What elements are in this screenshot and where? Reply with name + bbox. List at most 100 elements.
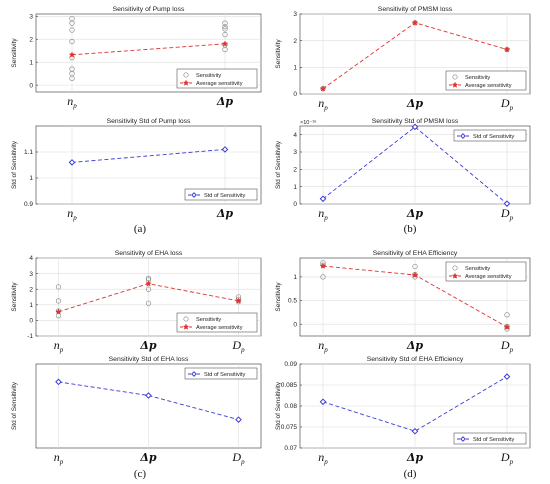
legend-label: Average sensitivity	[465, 274, 512, 280]
x-tick-label: np	[318, 338, 328, 354]
y-tick-label: -1	[27, 333, 33, 340]
legend-swatch	[460, 133, 466, 139]
chart-title: Sensitivity of Pump loss	[113, 6, 185, 13]
legend-label: Average sensitivity	[196, 325, 243, 331]
legend-box	[184, 188, 258, 201]
y-tick-label: 1	[293, 274, 297, 281]
series-marker	[503, 323, 511, 330]
legend-label: Average sensitivity	[465, 83, 512, 89]
x-tick-label: Dp	[500, 338, 514, 354]
data-point	[55, 313, 62, 319]
series-marker	[411, 427, 419, 435]
series-marker	[319, 85, 327, 92]
series-marker	[145, 280, 152, 287]
y-axis-label: Sensitivity	[275, 282, 282, 312]
x-tick-label: np	[318, 206, 328, 222]
y-tick-label: 1	[29, 175, 33, 182]
data-point	[222, 46, 228, 53]
y-axis-label: Std of Sensitivity	[11, 140, 18, 189]
y-tick-label: 2	[29, 286, 33, 293]
data-point	[69, 75, 75, 81]
series-marker	[235, 297, 242, 304]
y-tick-label: 1	[29, 302, 33, 309]
series-marker	[68, 51, 76, 58]
y-tick-label: 4	[293, 132, 297, 139]
y-tick-label: 0.085	[281, 382, 298, 389]
series-marker	[319, 195, 327, 203]
series-marker	[221, 146, 229, 153]
y-tick-label: 0.07	[284, 445, 297, 452]
x-tick-label: np	[67, 206, 77, 222]
y-axis-label: Sensitivity	[275, 39, 282, 69]
series-marker	[145, 392, 152, 399]
data-point	[320, 274, 326, 280]
y-tick-label: 0	[29, 318, 33, 325]
chart-c-top: -1 0 1 2 3 4 Sensitivity of EHA loss Sensitivit…	[11, 250, 262, 354]
legend-label: Sensitivity	[465, 75, 490, 81]
y-axis-label: Std of Sensitivity	[11, 381, 18, 430]
caption-a: (a)	[134, 223, 147, 235]
chart-title: Sensitivity of PMSM loss	[378, 6, 453, 13]
y-tick-label: 0.075	[281, 424, 298, 431]
x-tick-label: np	[67, 94, 77, 110]
legend: Std of Sensitivity	[184, 188, 258, 201]
legend-label: Std of Sensitivity	[204, 193, 246, 199]
chart-title: Sensitivity Std of Pump loss	[107, 118, 191, 125]
y-tick-label: 0.09	[284, 361, 297, 368]
legend-label: Std of Sensitivity	[204, 372, 246, 378]
y-axis-label: Sensitivity	[11, 282, 18, 312]
x-tick-subscript: p	[323, 346, 328, 354]
y-axis-label: Sensitivity	[11, 38, 18, 68]
x-tick-label: Δp	[406, 207, 424, 220]
legend-label: Sensitivity	[196, 73, 221, 79]
y-tick-label: 0	[293, 321, 297, 328]
y-tick-label: 3	[29, 13, 33, 20]
legend-swatch	[183, 316, 189, 322]
legend: Sensitivity Average sensitivity	[176, 312, 258, 333]
x-tick-subscript: p	[59, 458, 64, 466]
y-tick-label: 1	[293, 184, 297, 191]
x-tick-label: np	[318, 450, 328, 466]
caption-d: (d)	[404, 468, 417, 480]
legend-swatch	[451, 272, 459, 279]
chart-a-top: 0 1 2 3 Sensitivity of Pump loss Sensitivity n…	[11, 6, 262, 110]
x-tick-subscript: p	[59, 346, 64, 354]
x-tick-subscript: p	[323, 458, 328, 466]
y-axis-label: Std of Sensitivity	[275, 140, 282, 189]
x-tick-label: Dp	[500, 96, 514, 112]
y-tick-label: 2	[293, 38, 297, 45]
y-tick-label: 4	[29, 255, 33, 262]
series-marker	[411, 271, 419, 278]
series-marker	[235, 416, 242, 423]
legend-box	[445, 70, 527, 91]
legend-swatch	[182, 323, 190, 330]
data-point	[145, 286, 152, 292]
x-tick-subscript: p	[323, 214, 328, 222]
legend-box	[445, 261, 527, 282]
legend: Std of Sensitivity	[453, 432, 527, 445]
legend-swatch	[182, 79, 190, 86]
plots-layer: 0 1 2 3 Sensitivity of Pump loss Sensitivity n…	[11, 6, 531, 466]
data-point	[69, 38, 75, 45]
legend: Std of Sensitivity	[453, 129, 527, 142]
x-tick-subscript: p	[240, 346, 245, 354]
chart-d-top: 0 0.5 1 Sensitivity of EHA Efficiency Sensit…	[275, 250, 531, 354]
chart-d-bottom: 0.07 0.075 0.08 0.085 0.09 Sensitivity Std of…	[275, 356, 531, 466]
chart-a-bottom: 0.9 1 1.1 Sensitivity Std of Pump loss Std o…	[11, 118, 262, 222]
legend-swatch	[452, 265, 458, 271]
legend-label: Sensitivity	[196, 317, 221, 323]
y-axis-label: Std of Sensitivity	[275, 381, 282, 430]
data-point	[55, 298, 62, 304]
chart-title: Sensitivity Std of EHA Efficiency	[367, 356, 464, 363]
x-tick-label: Δp	[406, 339, 424, 352]
data-point	[69, 27, 75, 33]
y-exponent-label: ×10⁻¹⁶	[300, 119, 316, 126]
x-tick-subscript: p	[240, 458, 245, 466]
x-tick-subscript: p	[509, 214, 514, 222]
legend: Sensitivity Average sensitivity	[445, 261, 527, 282]
x-tick-subscript: p	[509, 458, 514, 466]
legend-label: Average sensitivity	[196, 81, 243, 87]
legend-box	[176, 68, 258, 89]
y-tick-label: 2	[29, 36, 33, 43]
